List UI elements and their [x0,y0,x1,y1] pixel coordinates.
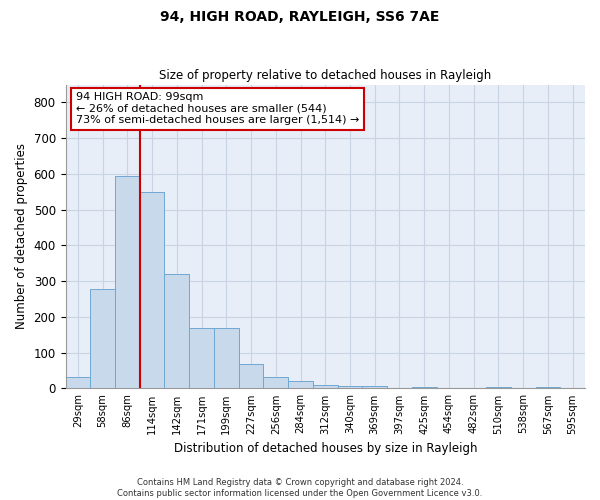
Bar [263,376,288,388]
Bar [313,385,338,388]
Text: 94, HIGH ROAD, RAYLEIGH, SS6 7AE: 94, HIGH ROAD, RAYLEIGH, SS6 7AE [160,10,440,24]
Bar [164,274,189,388]
Bar [536,386,560,388]
Bar [115,176,140,388]
Title: Size of property relative to detached houses in Rayleigh: Size of property relative to detached ho… [159,69,491,82]
Bar [239,364,263,388]
Bar [288,382,313,388]
Text: 94 HIGH ROAD: 99sqm
← 26% of detached houses are smaller (544)
73% of semi-detac: 94 HIGH ROAD: 99sqm ← 26% of detached ho… [76,92,359,126]
Bar [65,376,90,388]
Bar [338,386,362,388]
Bar [214,328,239,388]
Y-axis label: Number of detached properties: Number of detached properties [15,144,28,330]
Bar [90,289,115,388]
Text: Contains HM Land Registry data © Crown copyright and database right 2024.
Contai: Contains HM Land Registry data © Crown c… [118,478,482,498]
Bar [362,386,387,388]
X-axis label: Distribution of detached houses by size in Rayleigh: Distribution of detached houses by size … [173,442,477,455]
Bar [486,386,511,388]
Bar [412,386,437,388]
Bar [189,328,214,388]
Bar [140,192,164,388]
